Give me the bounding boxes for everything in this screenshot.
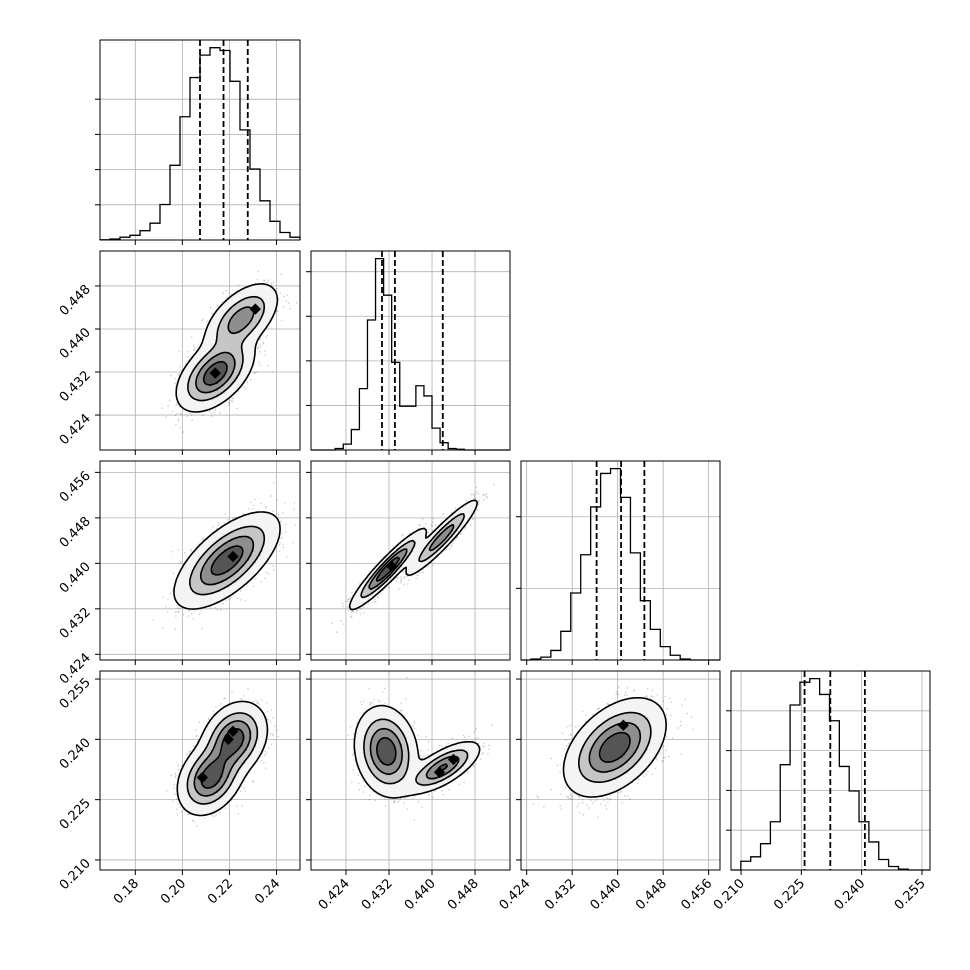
contour-line <box>368 524 455 590</box>
pair-panel-1-3 <box>99 460 301 661</box>
x-tick-label: 0.18 <box>111 876 142 907</box>
x-tick-label: 0.440 <box>402 876 439 913</box>
density-peak <box>227 725 239 737</box>
contour-line <box>173 511 281 610</box>
x-tick-label: 0.24 <box>252 876 283 907</box>
y-tick-label: 0.432 <box>57 605 94 642</box>
contour-line <box>175 283 279 413</box>
x-tick-label: 0.448 <box>445 876 482 913</box>
x-tick-label: 0.424 <box>316 876 353 913</box>
y-tick-label: 0.440 <box>57 325 94 362</box>
hist-panel-1 <box>95 39 301 241</box>
pair-plot-area <box>311 671 510 870</box>
contour-line <box>176 700 269 817</box>
density-peak <box>227 550 239 563</box>
contour-line <box>195 306 255 394</box>
density-band <box>370 728 460 780</box>
pair-plot-area <box>311 461 510 660</box>
x-tick-label: 0.432 <box>542 876 579 913</box>
density-peak <box>433 766 446 778</box>
x-tick-label: 0.255 <box>892 876 929 913</box>
panel-frame <box>99 39 301 241</box>
density-peak <box>249 303 261 315</box>
pair-plot-area <box>100 251 300 450</box>
density-band <box>368 525 453 590</box>
y-tick-label: 0.432 <box>57 368 94 405</box>
contour-line <box>187 295 265 402</box>
contour-line <box>199 535 255 586</box>
contour-line <box>588 722 642 773</box>
x-tick-label: 0.210 <box>711 876 748 913</box>
panel-frame <box>310 670 511 871</box>
contour-line <box>578 711 652 783</box>
x-tick-label: 0.424 <box>497 876 534 913</box>
x-tick-label: 0.440 <box>588 876 625 913</box>
pair-panel-2-3 <box>310 460 511 661</box>
pair-panel-1-2 <box>99 250 301 451</box>
contour-line <box>193 720 252 797</box>
x-tick-label: 0.240 <box>832 876 869 913</box>
hist-panel-3 <box>516 460 721 661</box>
y-tick-label: 0.225 <box>57 796 94 833</box>
y-tick-label: 0.448 <box>57 282 94 319</box>
x-tick-label: 0.22 <box>205 876 236 907</box>
contour-line <box>189 525 266 596</box>
density-peak <box>617 719 629 731</box>
density-peak <box>196 771 209 784</box>
scatter-points <box>161 270 298 433</box>
density-peak <box>222 733 234 746</box>
contour-line <box>363 718 469 786</box>
contour-line <box>353 704 481 799</box>
y-tick-label: 0.440 <box>57 560 94 597</box>
density-band <box>202 728 245 789</box>
pair-plot-area <box>100 671 300 870</box>
histogram-step <box>311 258 510 451</box>
pair-panel-3-4 <box>520 670 721 871</box>
panel-frame <box>99 250 301 451</box>
panel-frame <box>310 250 511 451</box>
contour-line <box>369 727 460 780</box>
panel-frame <box>99 460 301 661</box>
contour-line <box>202 360 228 386</box>
histogram-step <box>99 47 301 241</box>
hist-panel-2 <box>306 250 511 451</box>
x-tick-label: 0.20 <box>158 876 189 907</box>
contour-line <box>360 513 465 599</box>
histogram-step <box>521 468 720 661</box>
panel-frame <box>99 670 301 871</box>
hist-panel-4 <box>726 670 931 871</box>
contour-line <box>186 712 259 805</box>
panel-frame <box>310 460 511 661</box>
pair-plot-area <box>521 671 720 870</box>
density-peak <box>386 560 398 572</box>
y-tick-label: 0.448 <box>57 514 94 551</box>
y-tick-label: 0.210 <box>57 856 94 893</box>
panel-frame <box>520 670 721 871</box>
panel-frame <box>520 460 721 661</box>
x-tick-label: 0.225 <box>771 876 808 913</box>
panel-frame <box>730 670 931 871</box>
density-peak <box>209 367 221 379</box>
pair-panel-1-4 <box>99 670 301 871</box>
y-tick-label: 0.456 <box>57 469 94 506</box>
x-tick-label: 0.432 <box>359 876 396 913</box>
density-peak <box>447 753 460 766</box>
y-tick-label: 0.240 <box>57 736 94 773</box>
x-tick-label: 0.456 <box>679 876 716 913</box>
pair-plot-area <box>100 461 300 660</box>
y-tick-label: 0.424 <box>57 411 94 448</box>
contour-line <box>348 499 478 611</box>
contour-line <box>210 545 244 576</box>
x-tick-label: 0.448 <box>633 876 670 913</box>
contour-line <box>562 697 667 798</box>
pair-panel-2-4 <box>310 670 511 871</box>
contour-line <box>598 731 631 763</box>
